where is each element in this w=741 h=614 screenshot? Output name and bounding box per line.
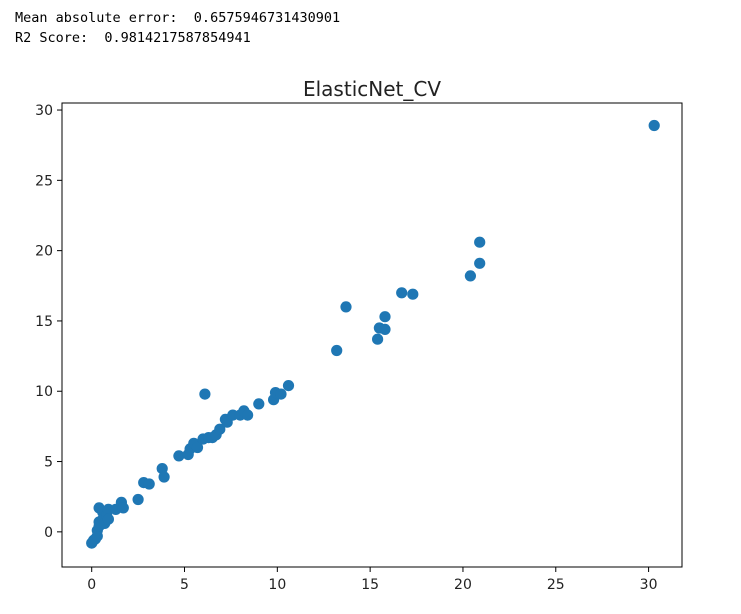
mae-output-line: Mean absolute error: 0.6575946731430901 (15, 10, 341, 26)
y-tick-label-6: 30 (35, 103, 53, 119)
y-tick-label-3: 15 (35, 314, 53, 330)
scatter-point-28 (199, 388, 211, 400)
scatter-point-43 (282, 380, 295, 392)
x-tick-label-6: 30 (640, 577, 658, 593)
scatter-point-32 (214, 423, 226, 435)
x-tick-label-1: 5 (180, 577, 189, 593)
y-tick-label-1: 5 (44, 455, 53, 471)
cell-output: Mean absolute error: 0.6575946731430901 R… (15, 8, 340, 48)
x-tick-label-3: 15 (361, 577, 379, 593)
x-axis: 0 5 10 15 20 25 30 (87, 567, 658, 593)
y-tick-label-4: 20 (35, 244, 53, 260)
scatter-point-21 (158, 471, 170, 483)
scatter-point-53 (474, 236, 486, 248)
scatter-point-44 (331, 344, 343, 357)
r2-output-line: R2 Score: 0.9814217587854941 (15, 30, 251, 46)
x-tick-label-5: 25 (547, 577, 565, 593)
scatter-point-52 (464, 270, 476, 282)
x-tick-label-0: 0 (87, 577, 96, 593)
y-axis: 0 5 10 15 20 25 30 (35, 103, 62, 541)
y-tick-label-0: 0 (44, 525, 53, 541)
scatter-point-49 (379, 323, 391, 335)
scatter-point-54 (474, 257, 486, 269)
scatter-point-17 (132, 493, 144, 506)
scatter-point-20 (156, 463, 168, 475)
scatter-point-26 (191, 441, 204, 454)
y-tick-label-5: 25 (35, 173, 53, 189)
x-tick-label-2: 10 (268, 577, 286, 593)
scatter-point-51 (407, 288, 419, 300)
scatter-point-55 (648, 119, 660, 132)
scatter-point-22 (173, 450, 185, 462)
scatter-point-48 (379, 311, 391, 323)
scatter-point-19 (143, 478, 155, 490)
y-tick-label-2: 10 (35, 384, 53, 400)
points-layer (86, 119, 660, 549)
scatter-point-38 (242, 409, 254, 421)
scatter-point-45 (340, 301, 352, 313)
scatter-point-16 (117, 502, 129, 514)
scatter-point-42 (275, 388, 287, 400)
plot-frame (61, 102, 683, 568)
chart-title: ElasticNet_CV (303, 77, 441, 101)
scatter-point-13 (102, 513, 114, 525)
x-tick-label-4: 20 (454, 577, 472, 593)
scatter-point-50 (396, 287, 408, 299)
scatter-point-46 (372, 333, 384, 345)
scatter-point-39 (253, 398, 265, 410)
